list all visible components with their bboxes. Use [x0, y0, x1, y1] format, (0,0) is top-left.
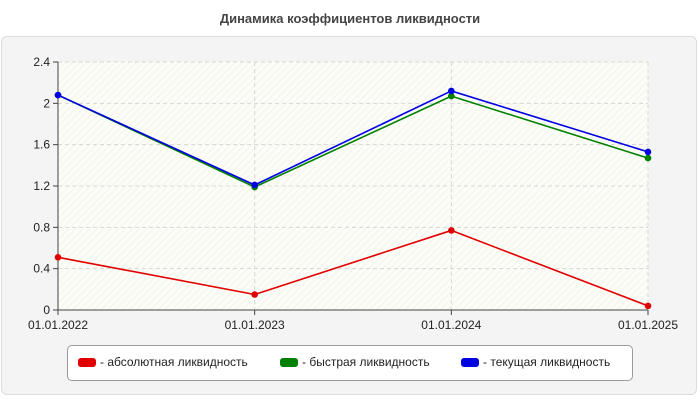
y-tick-label: 1.2	[33, 179, 50, 193]
legend-label-absolute: - абсолютная ликвидность	[100, 355, 248, 369]
y-tick-label: 1.6	[33, 138, 50, 152]
legend: - абсолютная ликвидность - быстрая ликви…	[67, 345, 633, 381]
chart-title: Динамика коэффициентов ликвидности	[219, 11, 481, 26]
series-line-1	[57, 94, 649, 188]
legend-item-absolute: - абсолютная ликвидность	[78, 355, 248, 369]
legend-item-current: - текущая ликвидность	[461, 355, 610, 369]
y-tick-label: 2	[43, 96, 50, 110]
data-point-0-2	[448, 227, 455, 234]
legend-swatch-current	[461, 357, 479, 367]
legend-swatch-absolute	[78, 357, 96, 367]
series-line-0	[57, 229, 649, 307]
data-point-2-0	[54, 91, 62, 99]
data-point-2-1	[251, 181, 258, 189]
y-tick-label: 2.4	[33, 55, 50, 69]
data-point-1-3	[644, 154, 652, 162]
x-tick-label: 01.01.2024	[421, 318, 481, 332]
series-line-2	[57, 90, 649, 186]
data-point-0-0	[54, 253, 62, 261]
legend-swatch-quick	[280, 357, 298, 367]
data-point-0-1	[251, 291, 258, 298]
data-point-2-2	[448, 87, 455, 95]
y-tick-label: 0	[43, 303, 50, 317]
legend-item-quick: - быстрая ликвидность	[280, 355, 430, 369]
y-tick-label: 0.8	[33, 220, 50, 234]
x-tick-label: 01.01.2022	[28, 318, 88, 332]
legend-label-current: - текущая ликвидность	[483, 355, 611, 369]
y-tick-label: 0.4	[33, 262, 50, 276]
x-tick-label: 01.01.2025	[618, 318, 678, 332]
legend-label-quick: - быстрая ликвидность	[302, 355, 430, 369]
data-point-1-2	[448, 92, 455, 100]
data-point-0-3	[644, 302, 652, 310]
data-point-2-3	[644, 148, 652, 156]
x-tick-label: 01.01.2023	[225, 318, 285, 332]
